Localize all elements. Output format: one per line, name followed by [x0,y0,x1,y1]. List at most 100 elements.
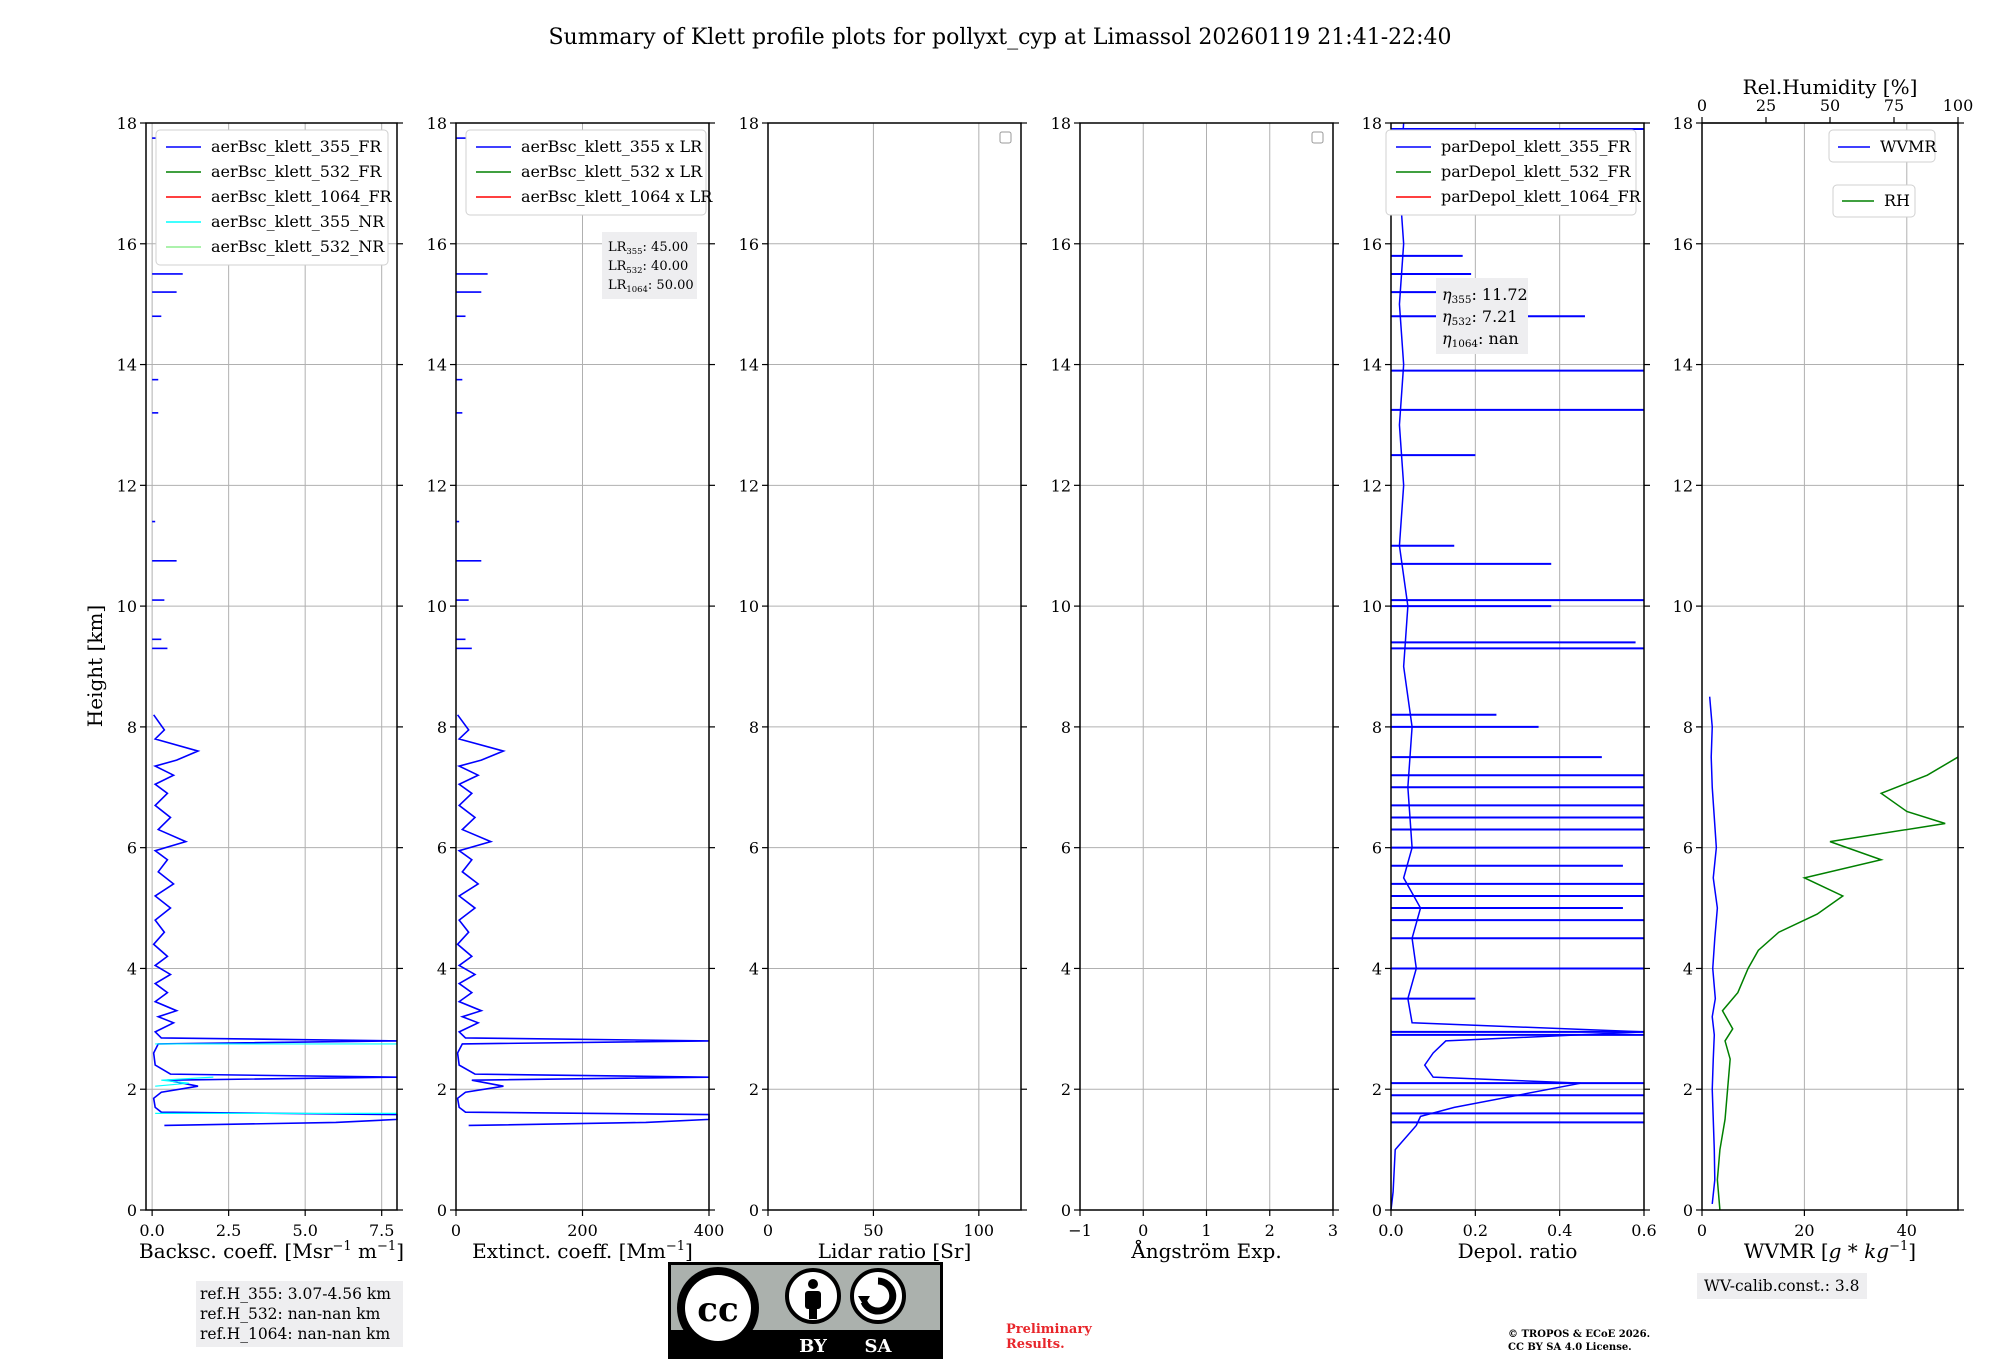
series-355-profile [456,714,710,1127]
legend-label: aerBsc_klett_355_FR [211,137,382,156]
sa-text: SA [865,1336,893,1357]
series-rh [1716,756,1959,1211]
y-tick-label: 16 [1051,235,1071,254]
annotation-line: LR355: 45.00 [608,240,688,256]
legend: aerBsc_klett_355 x LR aerBsc_klett_532 x … [465,129,713,216]
y-tick-label: 6 [437,839,447,858]
y-tick-label: 6 [1683,839,1693,858]
top-axis-tick-label: 100 [1943,96,1974,115]
axes-frame [767,122,1022,1211]
x-tick-label: 7.5 [369,1221,394,1240]
y-tick-label: 0 [437,1201,447,1220]
y-tick-label: 16 [739,235,759,254]
y-tick-label: 12 [1362,476,1382,495]
annotation-line: η355: 11.72 [1442,285,1528,306]
y-tick-label: 2 [749,1080,759,1099]
y-tick-label: 4 [437,959,447,978]
y-tick-label: 10 [1051,597,1071,616]
series-depol-355 [1390,122,1645,1211]
axes-frame [145,122,398,1211]
y-tick-label: 0 [127,1201,137,1220]
cc-text: cc [697,1290,738,1330]
y-tick-label: 10 [1673,597,1693,616]
wv-calib-box: WV-calib.const.: 3.8 [1697,1273,1867,1299]
y-tick-label: 10 [427,597,447,616]
x-tick-label: 40 [1897,1221,1917,1240]
y-tick-label: 18 [1051,114,1071,133]
y-tick-label: 0 [749,1201,759,1220]
x-tick-label: 0 [1697,1221,1707,1240]
y-tick-label: 2 [127,1080,137,1099]
y-tick-label: 4 [127,959,137,978]
preliminary-results-note: Preliminary Results. [1006,1322,1092,1352]
annotation-box [602,232,697,299]
x-tick-label: 0 [763,1221,773,1240]
y-tick-label: 8 [1683,718,1693,737]
series-355-profile [152,714,398,1127]
x-tick-label: 400 [694,1221,725,1240]
y-axis-label: Height [km] [83,605,107,727]
legend-label: aerBsc_klett_532 x LR [521,162,703,181]
y-tick-label: 14 [1051,356,1071,375]
legend-label: parDepol_klett_355_FR [1441,137,1632,156]
x-tick-label: 200 [567,1221,598,1240]
x-tick-label: 50 [863,1221,883,1240]
y-tick-label: 0 [1683,1201,1693,1220]
y-tick-label: 0 [1061,1201,1071,1220]
y-tick-label: 10 [1362,597,1382,616]
legend-label: aerBsc_klett_532_FR [211,162,382,181]
y-tick-label: 12 [739,476,759,495]
x-tick-label: 3 [1328,1221,1338,1240]
y-tick-label: 18 [427,114,447,133]
x-tick-label: 0.0 [139,1221,164,1240]
legend: aerBsc_klett_355_FR aerBsc_klett_532_FRae… [155,129,393,266]
y-tick-label: 18 [1362,114,1382,133]
y-tick-label: 8 [749,718,759,737]
x-tick-label: 0.4 [1547,1221,1572,1240]
y-tick-label: 18 [739,114,759,133]
y-tick-label: 4 [1372,959,1382,978]
y-tick-label: 2 [1683,1080,1693,1099]
y-tick-label: 6 [1061,839,1071,858]
cc-inner-circle [685,1275,751,1341]
y-tick-label: 14 [117,356,137,375]
top-axis-tick-label: 75 [1884,96,1904,115]
y-tick-label: 0 [1372,1201,1382,1220]
legend: parDepol_klett_355_FR parDepol_klett_532_… [1385,129,1642,216]
legend-box [1385,129,1637,216]
y-tick-label: 16 [117,235,137,254]
y-tick-label: 4 [749,959,759,978]
x-tick-label: 100 [964,1221,995,1240]
y-tick-label: 6 [127,839,137,858]
x-tick-label: 5.0 [292,1221,317,1240]
cc-by-sa-logo: cc BY SA [668,1262,943,1359]
y-tick-label: 4 [1061,959,1071,978]
y-tick-label: 8 [1061,718,1071,737]
copyright-line-1: © TROPOS & ECoE 2026. [1508,1329,1651,1340]
y-tick-label: 8 [127,718,137,737]
y-tick-label: 12 [1673,476,1693,495]
panel-wv: 0 25 50 75 100 Rel.Humidity [%] 0 2 4 6 8 10 12 14 16 1… [1673,75,1974,1263]
annotation-line: LR1064: 50.00 [608,278,694,294]
annotation-box [1436,278,1528,354]
y-tick-label: 10 [739,597,759,616]
copyright-line-2: CC BY SA 4.0 License. [1508,1342,1632,1353]
legend-label: aerBsc_klett_1064_FR [211,187,393,206]
top-axis-tick-label: 50 [1820,96,1840,115]
y-tick-label: 16 [427,235,447,254]
y-tick-label: 14 [427,356,447,375]
by-text: BY [799,1336,828,1357]
legend-wvmr-box [1828,129,1936,163]
annotation-line: η1064: nan [1442,329,1519,350]
top-axis-label: Rel.Humidity [%] [1743,75,1918,99]
y-tick-label: 16 [1673,235,1693,254]
series-355-nr [155,1076,214,1087]
series-wvmr [1708,696,1719,1205]
panel-depol: 0 2 4 6 8 10 12 14 16 18 0.0 0.2 0.4 0.6 Depol. ratio p… [1362,114,1657,1263]
y-tick-label: 6 [749,839,759,858]
y-tick-label: 10 [117,597,137,616]
x-tick-label: 0.2 [1463,1221,1488,1240]
